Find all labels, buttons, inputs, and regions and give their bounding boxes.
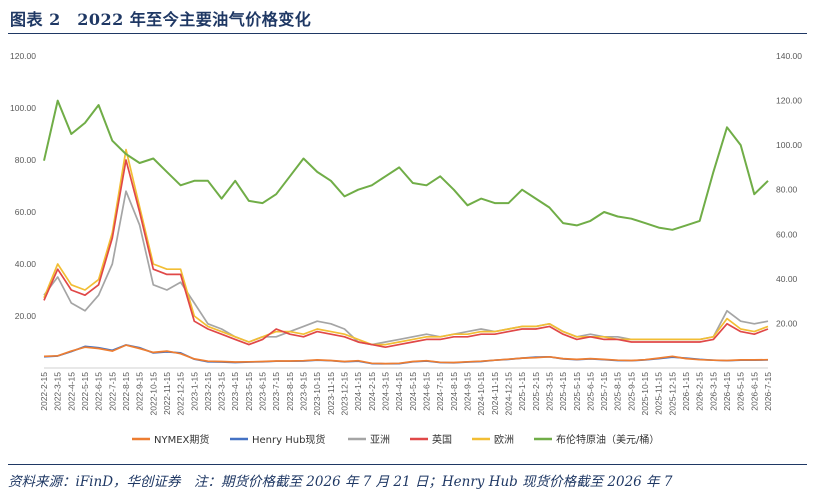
x-tick-label: 2022-9-15	[135, 372, 145, 411]
x-tick-label: 2023-1-15	[189, 372, 199, 411]
x-tick-label: 2025-3-15	[544, 372, 554, 411]
x-tick-label: 2025-9-15	[626, 372, 636, 411]
right-axis: 20.00 40.00 60.00 80.00 100.00 120.00 140.00	[776, 51, 802, 328]
x-tick-label: 2022-10-15	[148, 372, 158, 416]
x-tick-label: 2024-6-15	[422, 372, 432, 411]
x-tick-label: 2025-1-15	[517, 372, 527, 411]
x-tick-label: 2025-11-15	[654, 372, 664, 415]
x-tick-label: 2023-3-15	[217, 372, 227, 411]
chart-title: 图表 2 2022 年至今主要油气价格变化	[10, 10, 312, 29]
legend: NYMEX期货 Henry Hub现货 亚洲 英国 欧洲 布伦特原油（美元/桶）	[132, 433, 659, 446]
x-tick-label: 2026-2-15	[695, 372, 705, 411]
x-tick-label: 2022-4-15	[66, 372, 76, 411]
x-tick-label: 2024-9-15	[463, 372, 473, 411]
left-axis: 20.00 40.00 60.00 80.00 100.00 120.00	[10, 51, 36, 321]
right-tick-label: 140.00	[776, 51, 802, 61]
x-tick-label: 2024-8-15	[449, 372, 459, 411]
right-tick-label: 80.00	[776, 185, 798, 195]
x-tick-label: 2025-2-15	[531, 372, 541, 411]
x-tick-label: 2024-1-15	[353, 372, 363, 411]
legend-label-nymex: NYMEX期货	[154, 433, 209, 446]
x-tick-label: 2023-7-15	[271, 372, 281, 411]
x-tick-label: 2024-3-15	[381, 372, 391, 411]
x-tick-label: 2025-8-15	[613, 372, 623, 411]
right-tick-label: 60.00	[776, 229, 798, 239]
x-tick-label: 2026-4-15	[722, 372, 732, 411]
legend-label-asia: 亚洲	[370, 434, 390, 446]
x-tick-label: 2026-7-15	[763, 372, 773, 411]
series-line-uk	[43, 159, 769, 349]
x-tick-label: 2024-4-15	[394, 372, 404, 411]
series-line-brent	[43, 99, 769, 231]
x-tick-label: 2025-6-15	[585, 372, 595, 411]
x-tick-label: 2022-3-15	[53, 372, 63, 411]
x-tick-label: 2025-5-15	[572, 372, 582, 411]
x-tick-label: 2025-7-15	[599, 372, 609, 411]
left-tick-label: 40.00	[15, 259, 37, 269]
x-tick-label: 2025-4-15	[558, 372, 568, 411]
x-tick-label: 2023-8-15	[285, 372, 295, 411]
title-divider	[8, 33, 807, 34]
left-tick-label: 80.00	[15, 155, 37, 165]
footer-divider	[8, 464, 807, 465]
legend-label-uk: 英国	[432, 433, 452, 446]
price-chart: 20.00 40.00 60.00 80.00 100.00 120.00 20.00 40…	[10, 51, 802, 446]
x-tick-label: 2024-12-15	[504, 372, 514, 416]
x-tick-label: 2024-5-15	[408, 372, 418, 411]
legend-label-brent: 布伦特原油（美元/桶）	[556, 433, 659, 446]
x-tick-label: 2025-10-15	[640, 372, 650, 416]
right-tick-label: 40.00	[776, 274, 798, 284]
left-tick-label: 120.00	[10, 51, 36, 61]
x-tick-label: 2023-12-15	[340, 372, 350, 416]
right-tick-label: 20.00	[776, 318, 798, 328]
right-tick-label: 100.00	[776, 140, 802, 150]
x-tick-label: 2022-11-15	[162, 372, 172, 415]
x-tick-label: 2026-5-15	[736, 372, 746, 411]
x-tick-label: 2022-2-15	[39, 372, 49, 411]
right-tick-label: 120.00	[776, 96, 802, 106]
x-tick-label: 2022-12-15	[176, 372, 186, 416]
x-tick-label: 2026-1-15	[681, 372, 691, 411]
x-tick-label: 2023-4-15	[230, 372, 240, 411]
left-tick-label: 20.00	[15, 311, 37, 321]
x-tick-label: 2024-2-15	[367, 372, 377, 411]
series-layer	[43, 99, 769, 365]
series-line-europe	[43, 148, 769, 346]
left-tick-label: 100.00	[10, 103, 36, 113]
x-tick-label: 2023-11-15	[326, 372, 336, 415]
x-tick-label: 2025-12-15	[667, 372, 677, 416]
x-tick-label: 2023-6-15	[258, 372, 268, 411]
x-tick-label: 2023-9-15	[299, 372, 309, 411]
legend-label-henryhub: Henry Hub现货	[252, 433, 325, 446]
x-tick-label: 2023-2-15	[203, 372, 213, 411]
x-tick-label: 2024-11-15	[490, 372, 500, 415]
legend-label-europe: 欧洲	[494, 434, 514, 446]
x-axis: 2022-2-15 2022-3-15 2022-4-15 2022-5-15 2022…	[39, 372, 773, 416]
source-note: 资料来源：iFinD，华创证券 注：期货价格截至 2026 年 7 月 21 日…	[8, 474, 673, 490]
series-line-henryhub	[43, 344, 769, 365]
left-tick-label: 60.00	[15, 207, 37, 217]
x-tick-label: 2023-5-15	[244, 372, 254, 411]
series-line-nymex	[43, 344, 769, 365]
x-tick-label: 2022-6-15	[94, 372, 104, 411]
x-tick-label: 2024-7-15	[435, 372, 445, 411]
x-tick-label: 2022-8-15	[121, 372, 131, 411]
x-tick-label: 2024-10-15	[476, 372, 486, 416]
x-tick-label: 2026-6-15	[749, 372, 759, 411]
x-tick-label: 2022-7-15	[107, 372, 117, 411]
x-tick-label: 2026-3-15	[708, 372, 718, 411]
x-tick-label: 2023-10-15	[312, 372, 322, 416]
x-tick-label: 2022-5-15	[80, 372, 90, 411]
